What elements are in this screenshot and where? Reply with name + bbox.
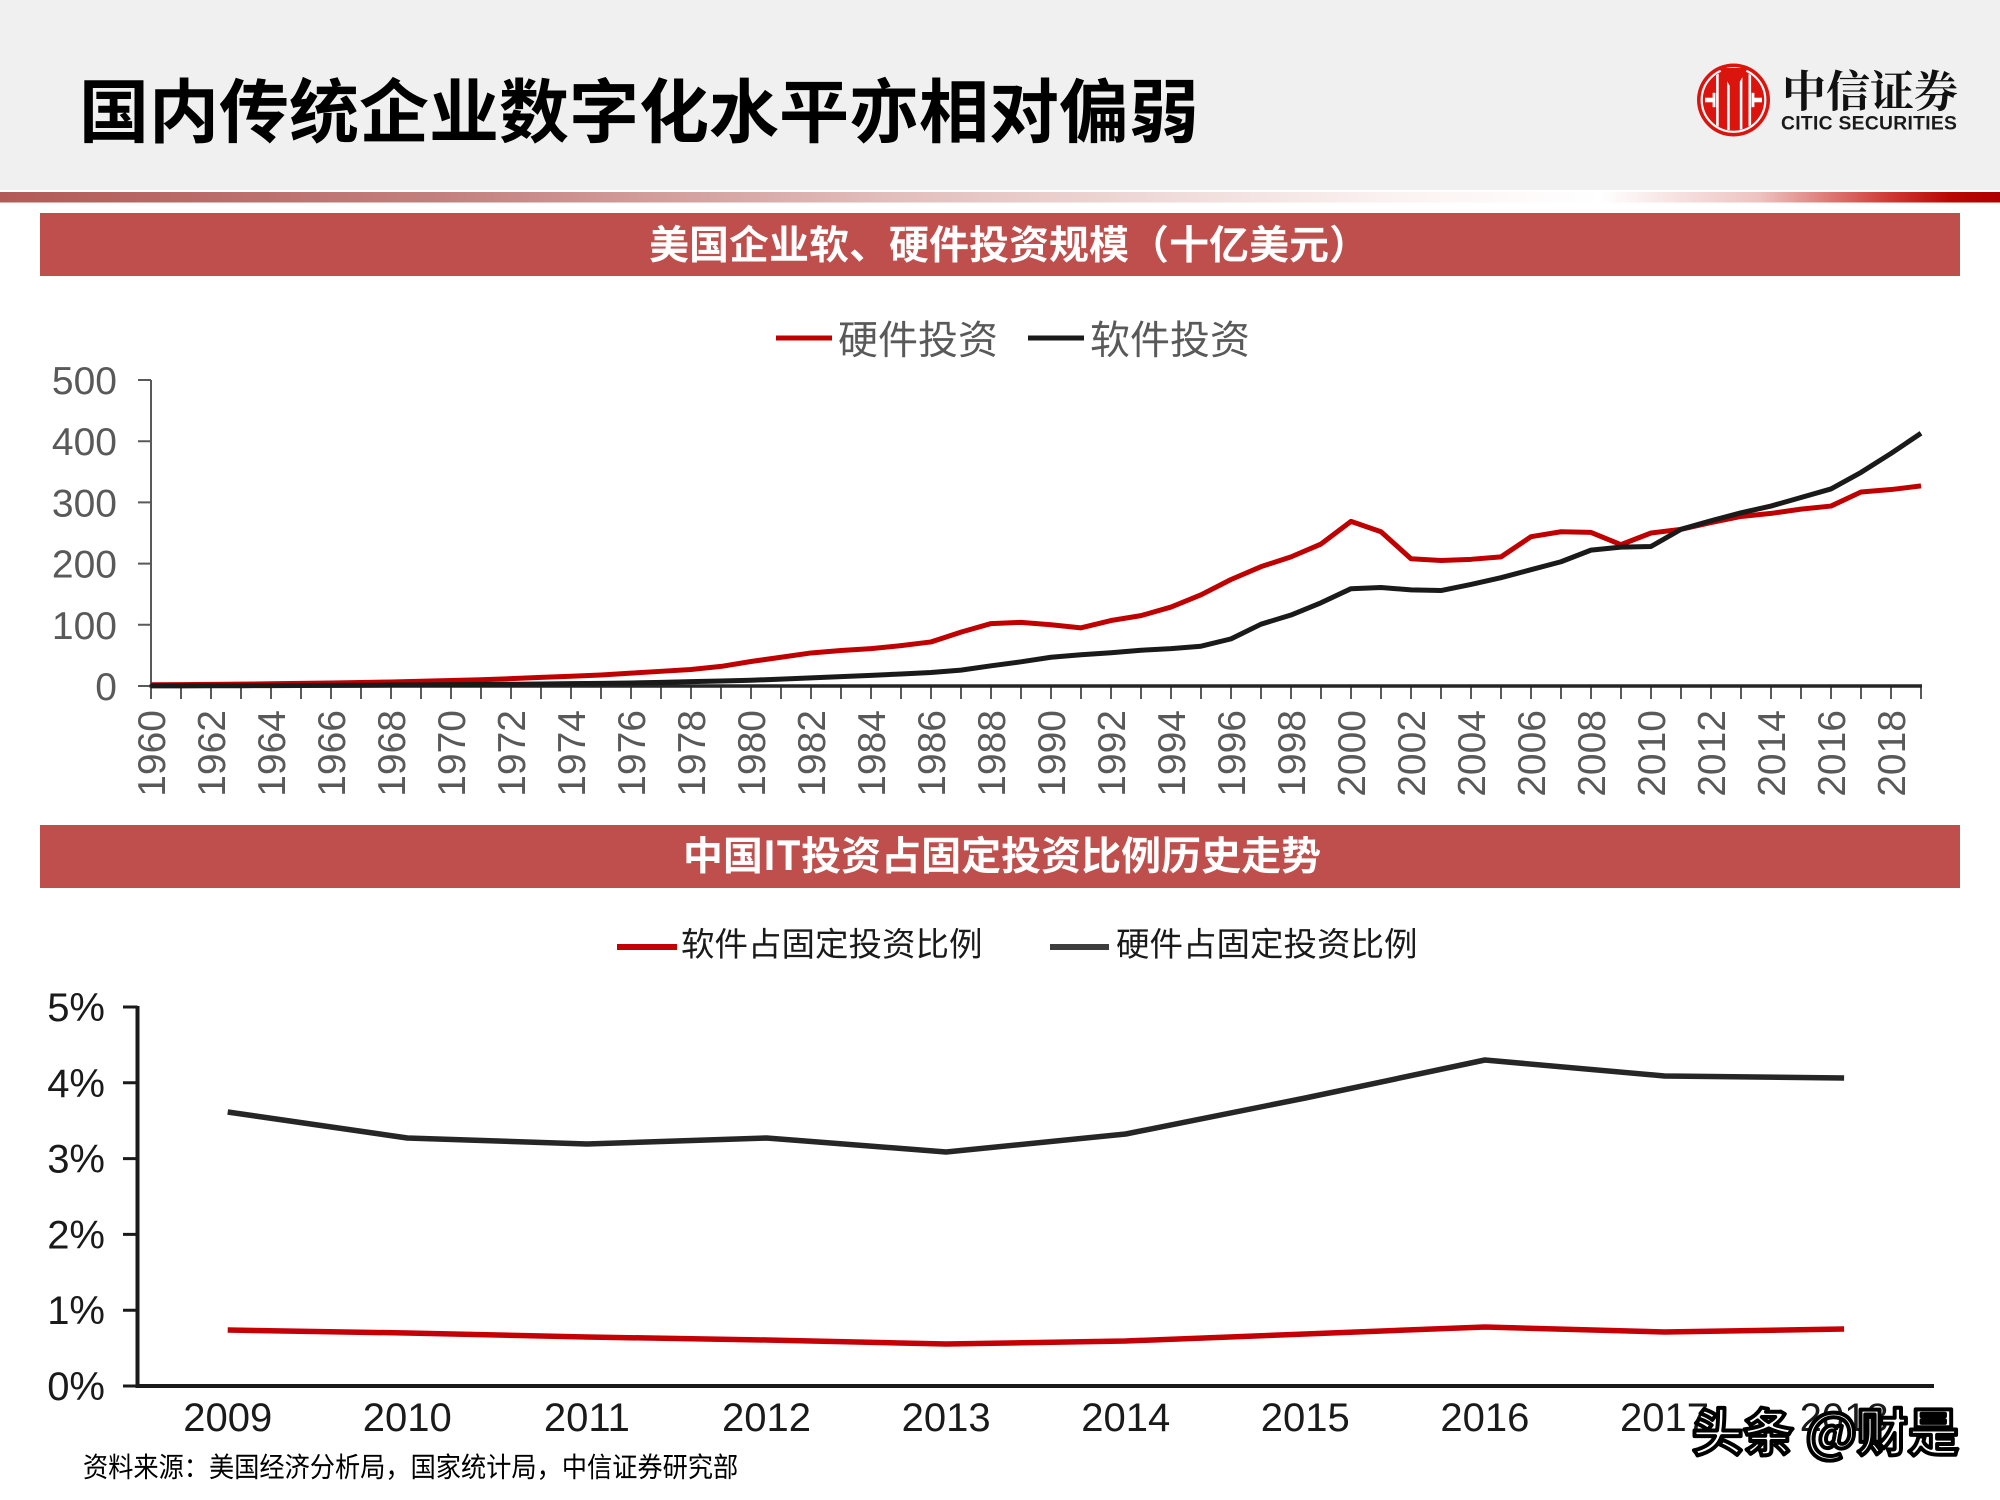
svg-text:2012: 2012	[1691, 710, 1734, 797]
svg-text:2%: 2%	[47, 1213, 105, 1257]
svg-text:500: 500	[52, 360, 117, 403]
svg-text:1974: 1974	[551, 710, 594, 797]
svg-text:1990: 1990	[1031, 710, 1074, 797]
svg-text:2013: 2013	[902, 1396, 991, 1440]
svg-text:2009: 2009	[183, 1396, 272, 1440]
svg-text:1960: 1960	[131, 710, 174, 797]
svg-text:2010: 2010	[1631, 710, 1674, 797]
svg-text:1966: 1966	[311, 710, 354, 797]
svg-text:300: 300	[52, 482, 117, 525]
svg-text:1982: 1982	[791, 710, 834, 797]
svg-text:100: 100	[52, 605, 117, 648]
svg-text:1972: 1972	[491, 710, 534, 797]
svg-text:1964: 1964	[251, 710, 294, 797]
svg-text:2011: 2011	[544, 1396, 630, 1440]
svg-text:1970: 1970	[431, 710, 474, 797]
svg-text:1994: 1994	[1151, 710, 1194, 797]
svg-text:2014: 2014	[1081, 1396, 1170, 1440]
svg-text:2016: 2016	[1440, 1396, 1529, 1440]
svg-text:5%: 5%	[47, 986, 105, 1030]
svg-text:2000: 2000	[1331, 710, 1374, 797]
svg-text:1978: 1978	[671, 710, 714, 797]
svg-text:4%: 4%	[47, 1062, 105, 1106]
svg-text:0: 0	[95, 666, 117, 709]
svg-text:1988: 1988	[971, 710, 1014, 797]
svg-text:CITIC SECURITIES: CITIC SECURITIES	[1781, 114, 1957, 135]
svg-text:1984: 1984	[851, 710, 894, 797]
svg-text:1976: 1976	[611, 710, 654, 797]
svg-text:2010: 2010	[363, 1396, 452, 1440]
svg-text:2012: 2012	[722, 1396, 811, 1440]
svg-text:2014: 2014	[1751, 710, 1794, 797]
svg-text:400: 400	[52, 421, 117, 464]
svg-text:2004: 2004	[1451, 710, 1494, 797]
svg-text:2018: 2018	[1871, 710, 1914, 797]
svg-text:200: 200	[52, 544, 117, 587]
svg-text:2015: 2015	[1261, 1396, 1350, 1440]
svg-text:0%: 0%	[47, 1365, 105, 1409]
svg-text:3%: 3%	[47, 1138, 105, 1182]
svg-text:1962: 1962	[191, 710, 234, 797]
svg-text:1992: 1992	[1091, 710, 1134, 797]
svg-text:2002: 2002	[1391, 710, 1434, 797]
svg-text:1996: 1996	[1211, 710, 1254, 797]
svg-text:1986: 1986	[911, 710, 954, 797]
svg-text:1%: 1%	[47, 1289, 105, 1333]
svg-text:1968: 1968	[371, 710, 414, 797]
svg-text:2016: 2016	[1811, 710, 1854, 797]
svg-text:1998: 1998	[1271, 710, 1314, 797]
svg-text:1980: 1980	[731, 710, 774, 797]
svg-text:2008: 2008	[1571, 710, 1614, 797]
svg-text:2006: 2006	[1511, 710, 1554, 797]
